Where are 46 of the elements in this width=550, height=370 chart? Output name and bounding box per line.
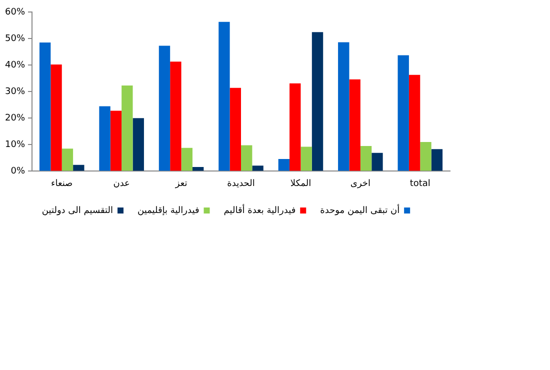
bar: [278, 158, 290, 171]
y-tick-label: 0%: [10, 166, 26, 177]
legend-label: التقسيم الى دولتين: [42, 206, 114, 216]
legend-label: فيدرالية بإقليمين: [138, 206, 200, 216]
legend-label: أن تبقى اليمن موحدة: [320, 204, 400, 216]
bar: [99, 106, 110, 171]
bar: [218, 22, 230, 171]
y-tick-label: 50%: [4, 34, 26, 44]
bar: [181, 148, 192, 171]
bar: [252, 166, 264, 171]
bar: [398, 55, 409, 171]
bar: [312, 32, 324, 171]
x-tick-label: صنعاء: [51, 178, 73, 189]
bar: [50, 64, 62, 171]
bar: [290, 83, 301, 171]
bar: [192, 166, 204, 171]
bar: [230, 88, 241, 171]
bar: [73, 164, 84, 171]
bar: [39, 42, 51, 171]
bar: [420, 142, 432, 171]
bar: [110, 110, 122, 171]
bar: [338, 42, 350, 171]
x-tick-label: الحديدة: [227, 178, 255, 189]
bar: [300, 146, 312, 171]
x-tick-label: المكلا: [290, 178, 312, 189]
bar: [132, 118, 144, 171]
bar: [360, 146, 372, 171]
x-tick-label: عدن: [113, 178, 130, 189]
x-tick-label: total: [410, 178, 430, 189]
y-tick-label: 10%: [4, 140, 26, 150]
bar: [241, 145, 252, 171]
y-tick-label: 20%: [4, 113, 26, 124]
y-tick-label: 30%: [4, 86, 26, 97]
bar: [372, 152, 383, 171]
bar: [170, 62, 182, 171]
y-tick-label: 40%: [4, 60, 26, 70]
x-tick-label: اخرى: [350, 178, 370, 189]
y-tick-label: 60%: [4, 7, 26, 18]
bar: [122, 86, 133, 171]
legend-label: فيدرالية بعدة أقاليم: [224, 204, 296, 216]
x-tick-label: تعز: [174, 178, 188, 189]
bar: [431, 149, 443, 171]
bar: [349, 79, 360, 171]
bar: [62, 148, 74, 171]
bar: [408, 74, 420, 171]
bar: [158, 46, 170, 171]
